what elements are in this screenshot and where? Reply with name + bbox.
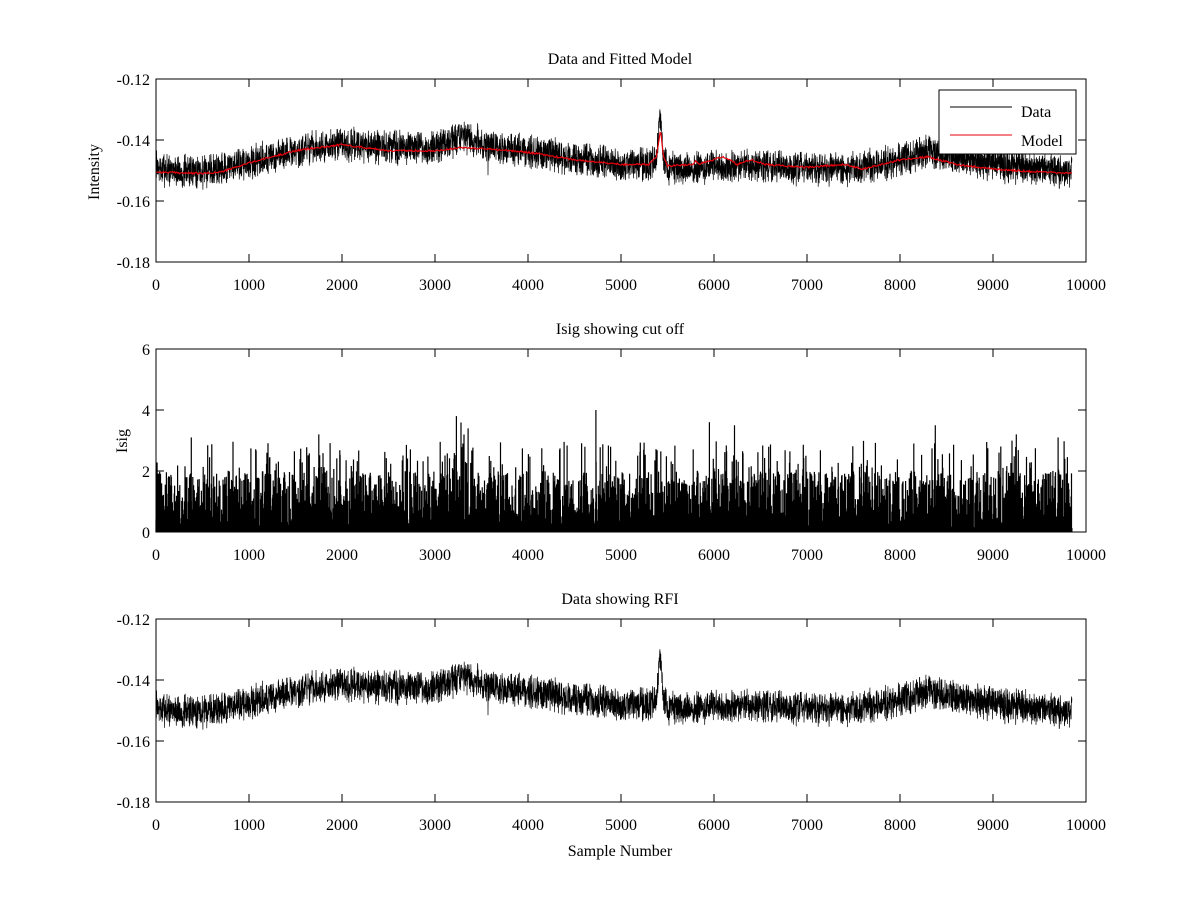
x-tick-label: 9000 bbox=[977, 817, 1009, 834]
panel-isig-showing-cut-off: Isig showing cut off Isig 0 1000 2000 3000 4… bbox=[114, 321, 1106, 564]
y-tick-label: 4 bbox=[142, 403, 150, 420]
x-tick-label: 4000 bbox=[512, 817, 544, 834]
x-tick-label: 8000 bbox=[884, 547, 916, 564]
x-tick-label: 0 bbox=[152, 277, 160, 294]
y-tick-label: -0.16 bbox=[117, 734, 150, 751]
x-tick-label: 6000 bbox=[698, 547, 730, 564]
x-tick-label: 7000 bbox=[791, 547, 823, 564]
x-tick-label: 6000 bbox=[698, 817, 730, 834]
x-tick-label: 1000 bbox=[233, 277, 265, 294]
y-tick-label: -0.16 bbox=[117, 194, 150, 211]
x-tick-label: 3000 bbox=[419, 277, 451, 294]
x-tick-label: 10000 bbox=[1066, 817, 1106, 834]
y-tick-label: 6 bbox=[142, 342, 150, 359]
x-tick-label: 1000 bbox=[233, 547, 265, 564]
x-tick-label: 2000 bbox=[326, 817, 358, 834]
y-tick-label: -0.14 bbox=[117, 673, 150, 690]
x-tick-label: 5000 bbox=[605, 277, 637, 294]
panel-title: Data showing RFI bbox=[561, 591, 678, 608]
series-layer bbox=[155, 410, 1073, 532]
y-tick-label: -0.12 bbox=[117, 72, 150, 89]
y-tick-label: 2 bbox=[142, 464, 150, 481]
panel-data-showing-rfi: Data showing RFI 0 1000 2000 3000 4000 5000 60… bbox=[117, 591, 1106, 860]
x-tick-label: 4000 bbox=[512, 547, 544, 564]
x-tick-label: 10000 bbox=[1066, 277, 1106, 294]
x-tick-label: 1000 bbox=[233, 817, 265, 834]
tick-layer: 0 1000 2000 3000 4000 5000 6000 7000 8000 9000 100… bbox=[117, 612, 1106, 834]
y-axis-label: Isig bbox=[114, 429, 131, 453]
tick-layer: 0 1000 2000 3000 4000 5000 6000 7000 8000 9000 100… bbox=[117, 72, 1106, 294]
panel-data-and-fitted-model: Data and Fitted Model Intensity 0 1000 200… bbox=[86, 51, 1106, 294]
x-tick-label: 9000 bbox=[977, 277, 1009, 294]
y-tick-label: -0.18 bbox=[117, 255, 150, 272]
data-series bbox=[155, 649, 1073, 730]
y-axis-label: Intensity bbox=[86, 144, 103, 200]
panel-title: Data and Fitted Model bbox=[548, 51, 693, 68]
y-tick-label: -0.18 bbox=[117, 795, 150, 812]
legend-label-data: Data bbox=[1021, 104, 1051, 121]
y-tick-label: 0 bbox=[142, 525, 150, 542]
x-tick-label: 3000 bbox=[419, 817, 451, 834]
series-layer bbox=[155, 649, 1073, 730]
x-tick-label: 0 bbox=[152, 547, 160, 564]
x-tick-label: 7000 bbox=[791, 817, 823, 834]
x-tick-label: 2000 bbox=[326, 547, 358, 564]
x-tick-label: 9000 bbox=[977, 547, 1009, 564]
x-tick-label: 7000 bbox=[791, 277, 823, 294]
y-tick-label: -0.12 bbox=[117, 612, 150, 629]
x-axis-label: Sample Number bbox=[568, 843, 673, 860]
panel-title: Isig showing cut off bbox=[556, 321, 685, 338]
x-tick-label: 6000 bbox=[698, 277, 730, 294]
model-series bbox=[155, 131, 1073, 176]
legend-label-model: Model bbox=[1021, 133, 1063, 150]
legend-box bbox=[938, 89, 1077, 155]
tick-layer: 0 1000 2000 3000 4000 5000 6000 7000 8000 9000 100… bbox=[142, 342, 1106, 564]
x-tick-label: 5000 bbox=[605, 547, 637, 564]
x-tick-label: 2000 bbox=[326, 277, 358, 294]
x-tick-label: 8000 bbox=[884, 817, 916, 834]
y-tick-label: -0.14 bbox=[117, 133, 150, 150]
x-tick-label: 8000 bbox=[884, 277, 916, 294]
legend: Data Model bbox=[938, 89, 1077, 155]
x-tick-label: 0 bbox=[152, 817, 160, 834]
x-tick-label: 3000 bbox=[419, 547, 451, 564]
x-tick-label: 10000 bbox=[1066, 547, 1106, 564]
x-tick-label: 4000 bbox=[512, 277, 544, 294]
x-tick-label: 5000 bbox=[605, 817, 637, 834]
series-layer bbox=[155, 109, 1073, 190]
